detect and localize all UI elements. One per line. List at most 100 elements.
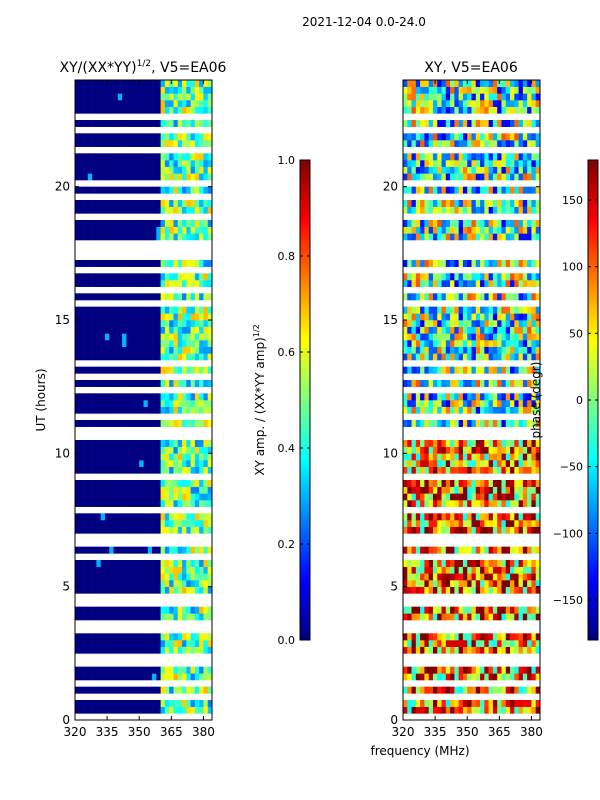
- heat-cell: [514, 466, 519, 474]
- heat-cell: [87, 306, 93, 314]
- heat-cell: [126, 673, 131, 681]
- heat-cell: [454, 486, 459, 494]
- heat-cell: [147, 633, 153, 641]
- heat-cell: [531, 513, 537, 521]
- heat-cell: [531, 86, 537, 94]
- heat-cell: [505, 120, 511, 127]
- heat-cell: [152, 140, 157, 147]
- heat-cell: [173, 446, 179, 454]
- heat-cell: [467, 306, 472, 314]
- heat-cell: [475, 500, 481, 507]
- heat-cell: [432, 500, 438, 507]
- heat-cell: [484, 293, 489, 301]
- heat-cell: [126, 313, 131, 321]
- heat-cell: [113, 226, 119, 234]
- heat-cell: [407, 326, 412, 334]
- heat-cell: [437, 673, 442, 681]
- heat-cell: [143, 353, 149, 361]
- colorbar-step: [588, 440, 598, 445]
- heat-cell: [522, 333, 528, 341]
- colorbar-step: [300, 212, 310, 217]
- heat-cell: [488, 233, 494, 241]
- heat-cell: [104, 106, 110, 114]
- heat-cell: [152, 393, 157, 401]
- heat-cell: [467, 560, 472, 567]
- heat-cell: [190, 326, 196, 334]
- heat-cell: [480, 446, 485, 454]
- heat-cell: [522, 520, 528, 527]
- heat-cell: [450, 346, 455, 354]
- heat-cell: [164, 560, 170, 567]
- heat-cell: [130, 460, 136, 467]
- heat-cell: [182, 493, 187, 501]
- heat-cell: [79, 220, 84, 227]
- heat-cell: [441, 513, 447, 521]
- heat-cell: [531, 306, 537, 314]
- heat-cell: [190, 186, 196, 194]
- colorbar-step: [588, 520, 598, 525]
- heat-cell: [104, 93, 110, 101]
- heat-cell: [480, 320, 485, 327]
- heat-cell: [177, 306, 183, 314]
- heat-cell: [492, 613, 498, 621]
- heat-cell: [126, 586, 131, 594]
- heat-cell: [199, 513, 204, 521]
- heat-cell: [497, 340, 502, 347]
- heat-cell: [471, 560, 477, 567]
- heat-cell: [403, 440, 408, 447]
- heat-cell: [104, 306, 110, 314]
- heat-cell: [488, 486, 494, 494]
- heat-cell: [83, 280, 89, 287]
- heat-cell: [471, 406, 477, 414]
- heat-cell: [186, 173, 191, 181]
- heat-cell: [411, 580, 417, 587]
- heat-cell: [458, 613, 464, 621]
- heat-cell: [164, 393, 170, 401]
- xtick-label: 365: [160, 725, 183, 739]
- heat-cell: [488, 160, 494, 167]
- colorbar-step: [300, 540, 310, 545]
- heat-cell: [182, 673, 187, 681]
- heat-cell: [104, 480, 110, 487]
- heat-cell: [531, 346, 537, 354]
- heat-cell: [428, 326, 434, 334]
- heat-cell: [207, 686, 213, 694]
- heat-cell: [100, 440, 106, 447]
- heat-cell: [75, 106, 80, 114]
- heat-cell: [100, 700, 106, 707]
- heat-cell: [480, 460, 485, 467]
- heat-cell: [441, 86, 447, 94]
- heat-cell: [505, 160, 511, 167]
- heat-cell: [147, 260, 153, 267]
- heat-cell: [467, 326, 472, 334]
- heat-cell: [535, 280, 541, 287]
- heat-cell: [173, 633, 179, 641]
- heat-cell: [467, 580, 472, 587]
- heat-cell: [518, 420, 524, 427]
- heat-cell: [424, 160, 429, 167]
- heat-cell: [182, 700, 187, 707]
- heat-cell: [75, 320, 80, 327]
- heat-cell: [79, 306, 84, 314]
- heat-cell: [143, 86, 149, 94]
- heat-cell: [492, 173, 498, 181]
- heat-cell: [514, 133, 519, 141]
- heat-cell: [437, 140, 442, 147]
- heat-cell: [488, 580, 494, 587]
- heat-cell: [169, 546, 174, 554]
- heat-cell: [190, 140, 196, 147]
- heat-cell: [190, 686, 196, 694]
- heat-cell: [83, 440, 89, 447]
- heat-cell: [92, 573, 97, 581]
- heat-cell: [432, 513, 438, 521]
- heat-cell: [424, 333, 429, 341]
- heat-cell: [441, 340, 447, 347]
- heat-cell: [203, 560, 209, 567]
- heat-cell: [535, 586, 541, 594]
- heat-cell: [454, 480, 459, 487]
- heat-cell: [139, 326, 144, 334]
- heat-cell: [497, 706, 502, 714]
- heat-cell: [134, 100, 140, 107]
- heat-cell: [484, 526, 489, 534]
- heat-cell: [164, 646, 170, 654]
